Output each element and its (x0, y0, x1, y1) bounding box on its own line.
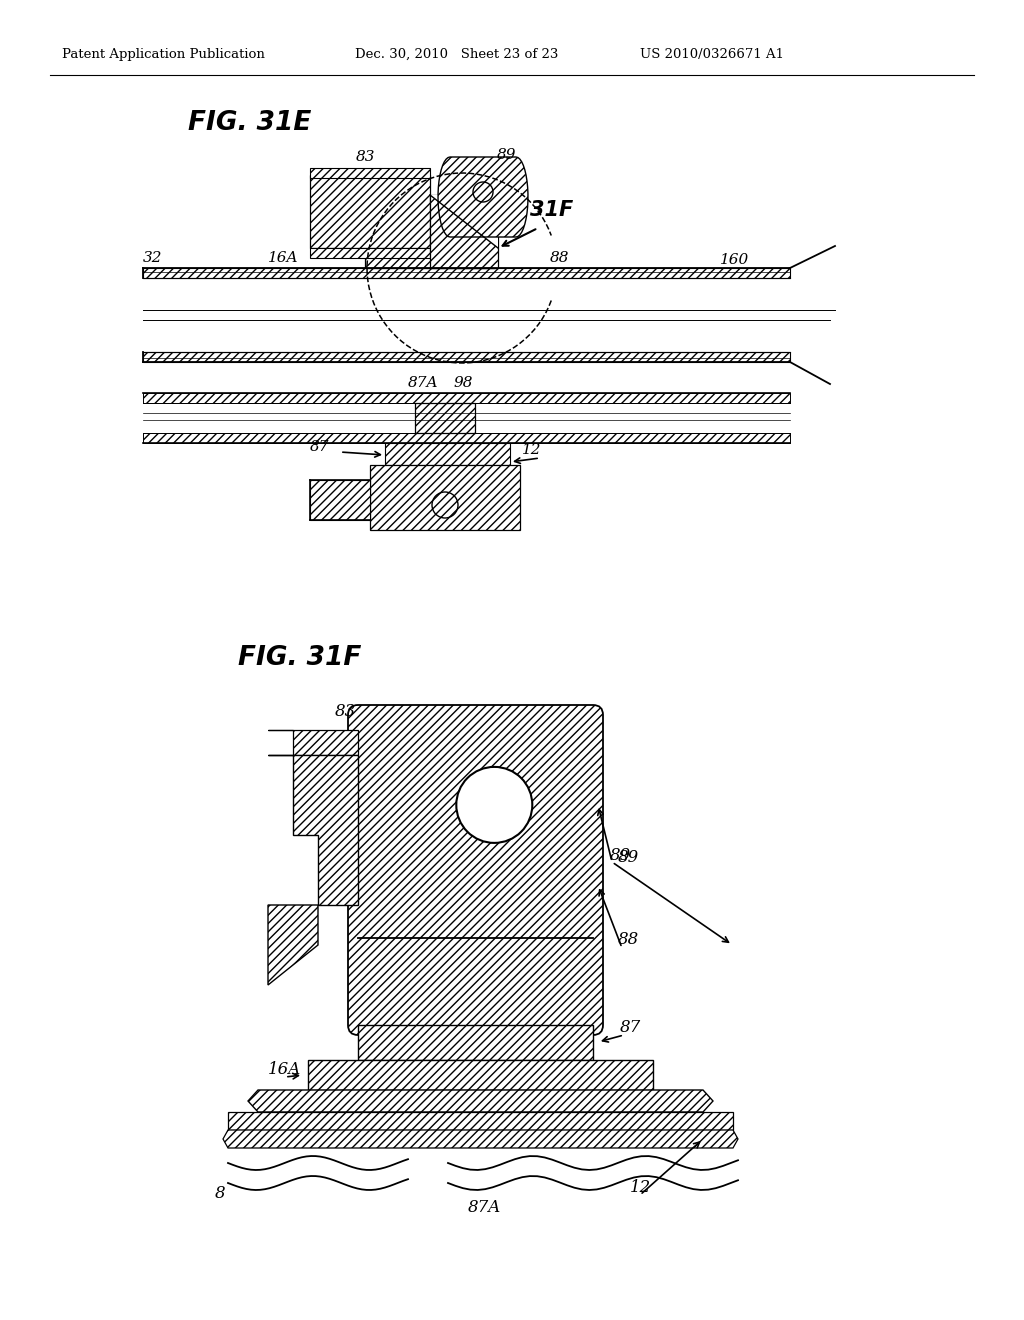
Circle shape (457, 767, 532, 843)
Polygon shape (143, 268, 790, 279)
Text: 89: 89 (610, 846, 631, 863)
Polygon shape (310, 248, 430, 257)
Polygon shape (430, 195, 498, 268)
Polygon shape (268, 906, 318, 985)
Polygon shape (385, 444, 510, 465)
Text: 98: 98 (454, 376, 473, 389)
Text: 87A: 87A (468, 1200, 502, 1217)
Text: US 2010/0326671 A1: US 2010/0326671 A1 (640, 48, 784, 61)
Text: 160: 160 (720, 253, 750, 267)
Text: FIG. 31F: FIG. 31F (238, 645, 361, 671)
Polygon shape (438, 157, 528, 238)
Text: 89: 89 (497, 148, 516, 162)
Text: 89: 89 (618, 850, 639, 866)
Text: 87: 87 (620, 1019, 641, 1036)
Polygon shape (143, 352, 790, 362)
Text: 87A: 87A (408, 376, 438, 389)
Text: 8: 8 (215, 1184, 225, 1201)
Text: 83: 83 (335, 704, 356, 721)
Polygon shape (358, 1026, 593, 1060)
Text: 87: 87 (310, 440, 330, 454)
Text: Dec. 30, 2010   Sheet 23 of 23: Dec. 30, 2010 Sheet 23 of 23 (355, 48, 558, 61)
Text: 88: 88 (550, 251, 569, 265)
Text: 12: 12 (522, 444, 542, 457)
FancyBboxPatch shape (348, 705, 603, 1035)
Text: 16A: 16A (268, 251, 299, 265)
Text: 83: 83 (356, 150, 376, 164)
Polygon shape (228, 1111, 733, 1130)
Text: 31F: 31F (530, 201, 573, 220)
Text: 16A: 16A (268, 1061, 301, 1078)
Polygon shape (430, 195, 498, 248)
Polygon shape (143, 393, 790, 403)
Polygon shape (310, 168, 430, 178)
Text: Patent Application Publication: Patent Application Publication (62, 48, 265, 61)
Polygon shape (365, 248, 495, 268)
Polygon shape (310, 176, 430, 248)
Text: FIG. 31E: FIG. 31E (188, 110, 311, 136)
Polygon shape (370, 465, 520, 531)
Text: 12: 12 (630, 1180, 651, 1196)
Polygon shape (143, 433, 790, 444)
Polygon shape (248, 1090, 713, 1111)
Polygon shape (223, 1130, 738, 1148)
Text: 88: 88 (618, 932, 639, 949)
Polygon shape (415, 403, 475, 433)
Polygon shape (310, 480, 370, 520)
Polygon shape (268, 755, 358, 906)
Text: 32: 32 (143, 251, 163, 265)
Polygon shape (308, 1060, 653, 1090)
Polygon shape (268, 730, 358, 755)
